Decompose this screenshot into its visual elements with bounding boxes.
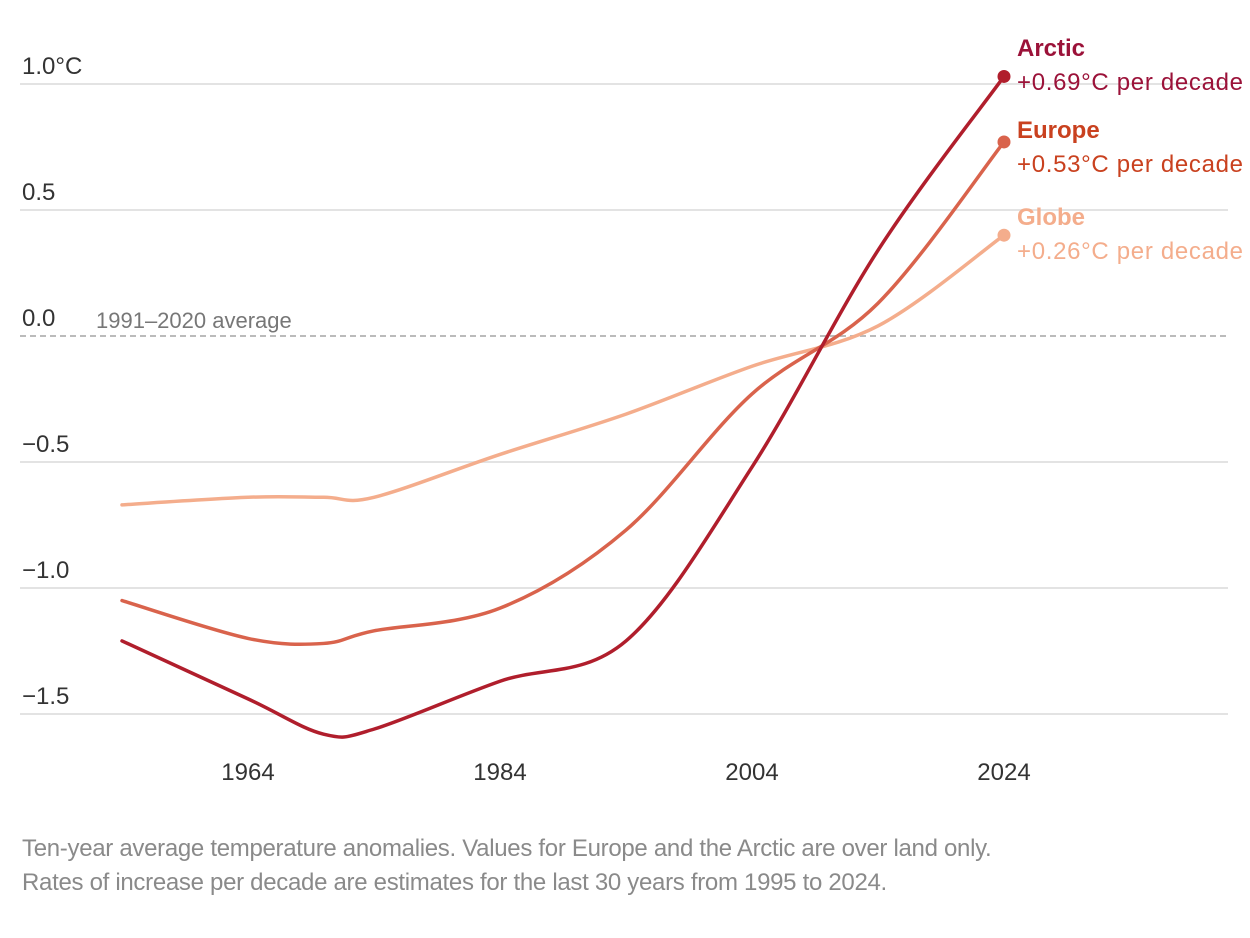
reference-line-label: 1991–2020 average [96, 308, 292, 333]
y-tick-label: −1.5 [22, 683, 69, 710]
x-tick-label: 1964 [221, 759, 274, 786]
y-tick-label: 0.0 [22, 305, 55, 332]
x-tick-label: 2004 [725, 759, 778, 786]
y-tick-label: 1.0°C [22, 53, 82, 80]
y-tick-label: 0.5 [22, 179, 55, 206]
series-end-point-arctic [997, 69, 1011, 83]
x-tick-label: 2024 [977, 759, 1030, 786]
x-tick-label: 1984 [473, 759, 526, 786]
series-rate-europe: +0.53°C per decade [1017, 151, 1243, 178]
series-end-point-europe [997, 135, 1011, 149]
caption-line-1: Ten-year average temperature anomalies. … [22, 835, 992, 862]
series-rate-arctic: +0.69°C per decade [1017, 69, 1243, 96]
series-rate-globe: +0.26°C per decade [1017, 238, 1243, 265]
caption-line-2: Rates of increase per decade are estimat… [22, 869, 887, 896]
caption: Ten-year average temperature anomalies. … [22, 832, 992, 900]
series-label-europe: Europe [1017, 117, 1100, 144]
temperature-anomaly-chart: 1.0°C 0.5 0.0 −0.5 −1.0 −1.5 1991–2020 averag… [20, 35, 1243, 786]
series-end-point-globe [997, 228, 1011, 242]
series-line-arctic [120, 74, 1006, 739]
y-tick-label: −1.0 [22, 557, 69, 584]
series-line-globe [120, 233, 1006, 507]
series-label-globe: Globe [1017, 204, 1085, 231]
y-tick-label: −0.5 [22, 431, 69, 458]
series-line-europe [120, 140, 1006, 647]
series-label-arctic: Arctic [1017, 35, 1085, 62]
